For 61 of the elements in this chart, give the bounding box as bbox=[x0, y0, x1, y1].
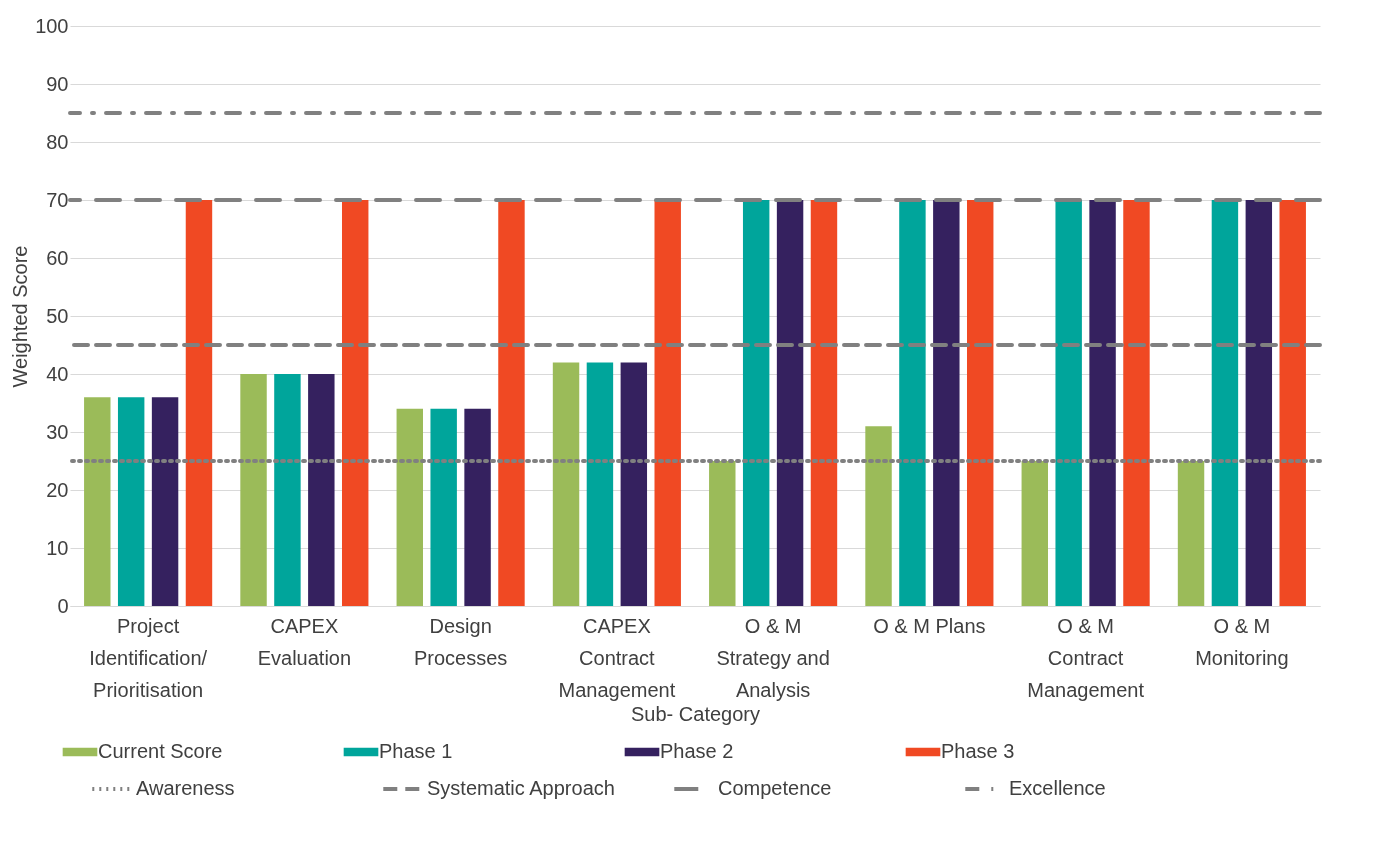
bar bbox=[117, 397, 145, 606]
y-tick-label: 90 bbox=[46, 72, 69, 95]
bar bbox=[84, 397, 111, 606]
bar bbox=[620, 362, 648, 606]
y-axis-title: Weighted Score bbox=[9, 245, 32, 388]
bar bbox=[498, 200, 525, 606]
x-tick-label: Project Identification/ Prioritisation bbox=[89, 614, 208, 701]
bar bbox=[776, 200, 804, 606]
legend-label: Systematic Approach bbox=[427, 777, 615, 799]
bar bbox=[1211, 200, 1239, 606]
bar bbox=[464, 408, 491, 606]
bar bbox=[240, 374, 267, 606]
y-tick-label: 20 bbox=[46, 478, 69, 501]
bar bbox=[586, 362, 614, 606]
bar bbox=[742, 200, 770, 606]
y-tick-label: 0 bbox=[57, 594, 69, 617]
x-tick-label: Design Processes bbox=[413, 614, 508, 669]
legend-label: Phase 3 bbox=[941, 740, 1015, 762]
x-tick-label: CAPEX Evaluation bbox=[257, 614, 352, 669]
legend-label: Phase 2 bbox=[660, 740, 734, 762]
bar bbox=[1123, 200, 1150, 606]
bar bbox=[709, 461, 736, 606]
bar bbox=[308, 374, 335, 606]
legend-label: Phase 1 bbox=[379, 740, 453, 762]
x-tick-label: CAPEX Contract Management bbox=[558, 614, 676, 701]
bar bbox=[865, 426, 892, 606]
bar bbox=[810, 200, 838, 606]
bar bbox=[899, 200, 926, 606]
y-tick-label: 30 bbox=[46, 420, 69, 443]
bar bbox=[1177, 461, 1205, 606]
x-axis-title: Sub- Category bbox=[631, 702, 760, 725]
bar bbox=[396, 408, 423, 606]
bar bbox=[1279, 200, 1306, 606]
legend-label: Awareness bbox=[136, 777, 235, 799]
y-tick-label: 60 bbox=[46, 246, 69, 269]
bar bbox=[967, 200, 994, 606]
y-tick-label: 70 bbox=[46, 188, 69, 211]
bar bbox=[185, 200, 213, 606]
legend-label: Current Score bbox=[98, 740, 223, 762]
bar bbox=[430, 408, 457, 606]
x-tick-label: O & M Contract Management bbox=[1027, 614, 1145, 701]
legend-label: Excellence bbox=[1009, 777, 1106, 799]
bar bbox=[1089, 200, 1116, 606]
legend-label: Competence bbox=[718, 777, 832, 799]
bar bbox=[1021, 461, 1048, 606]
x-tick-label: O & M Strategy and Analysis bbox=[716, 614, 830, 701]
bar bbox=[151, 397, 179, 606]
y-tick-label: 100 bbox=[35, 14, 69, 37]
y-tick-label: 50 bbox=[46, 304, 69, 327]
bar bbox=[1055, 200, 1082, 606]
bar bbox=[552, 362, 580, 606]
y-tick-label: 80 bbox=[46, 130, 69, 153]
bar bbox=[654, 200, 681, 606]
x-tick-label: O & M Monitoring bbox=[1195, 614, 1289, 669]
y-tick-label: 10 bbox=[46, 536, 69, 559]
bar bbox=[933, 200, 960, 606]
bar bbox=[274, 374, 301, 606]
bar bbox=[1245, 200, 1273, 606]
y-tick-label: 40 bbox=[46, 362, 69, 385]
x-tick-label: O & M Plans bbox=[873, 614, 986, 637]
bar bbox=[342, 200, 369, 606]
